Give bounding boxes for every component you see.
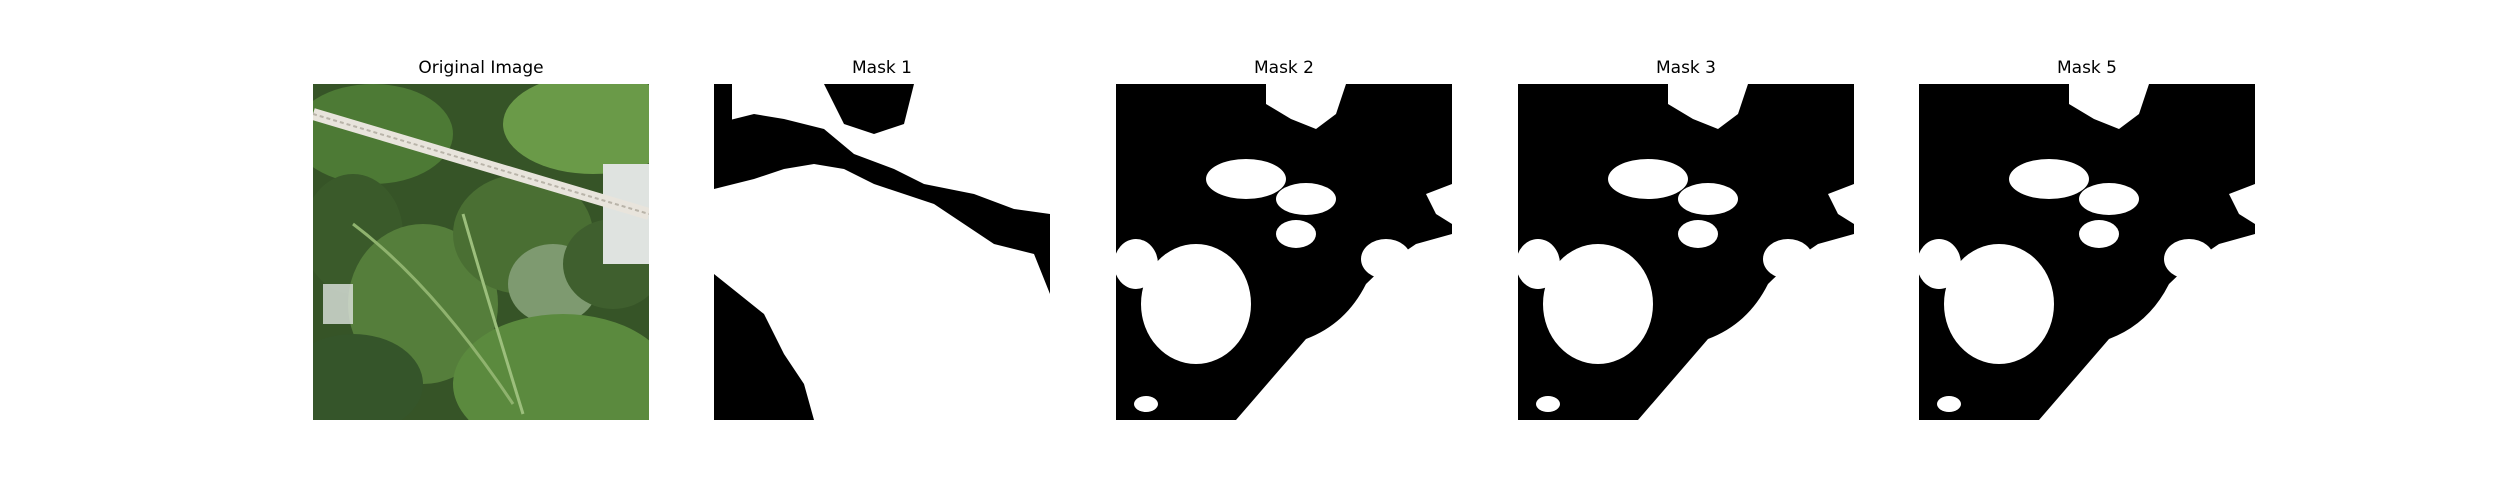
mask-3-shape — [1518, 84, 1854, 420]
leaf-photo-illustration — [313, 84, 649, 420]
panel-title: Original Image — [418, 58, 544, 78]
panel-title: Mask 3 — [1655, 58, 1716, 78]
panel-title: Mask 1 — [851, 58, 912, 78]
panel-mask-3: Mask 3 — [1518, 0, 1854, 500]
mask-image — [1919, 84, 2255, 420]
mask-image — [714, 84, 1050, 420]
mask-1-shape — [714, 84, 1050, 420]
panel-mask-1: Mask 1 — [714, 0, 1050, 500]
panel-title: Mask 5 — [2056, 58, 2117, 78]
mask-image — [1518, 84, 1854, 420]
panel-mask-2: Mask 2 — [1116, 0, 1452, 500]
mask-image — [1116, 84, 1452, 420]
mask-2-shape — [1116, 84, 1452, 420]
panel-title: Mask 2 — [1253, 58, 1314, 78]
original-photo — [313, 84, 649, 420]
panel-original-image: Original Image — [313, 0, 649, 500]
panel-mask-5: Mask 5 — [1919, 0, 2255, 500]
mask-5-shape — [1919, 84, 2255, 420]
